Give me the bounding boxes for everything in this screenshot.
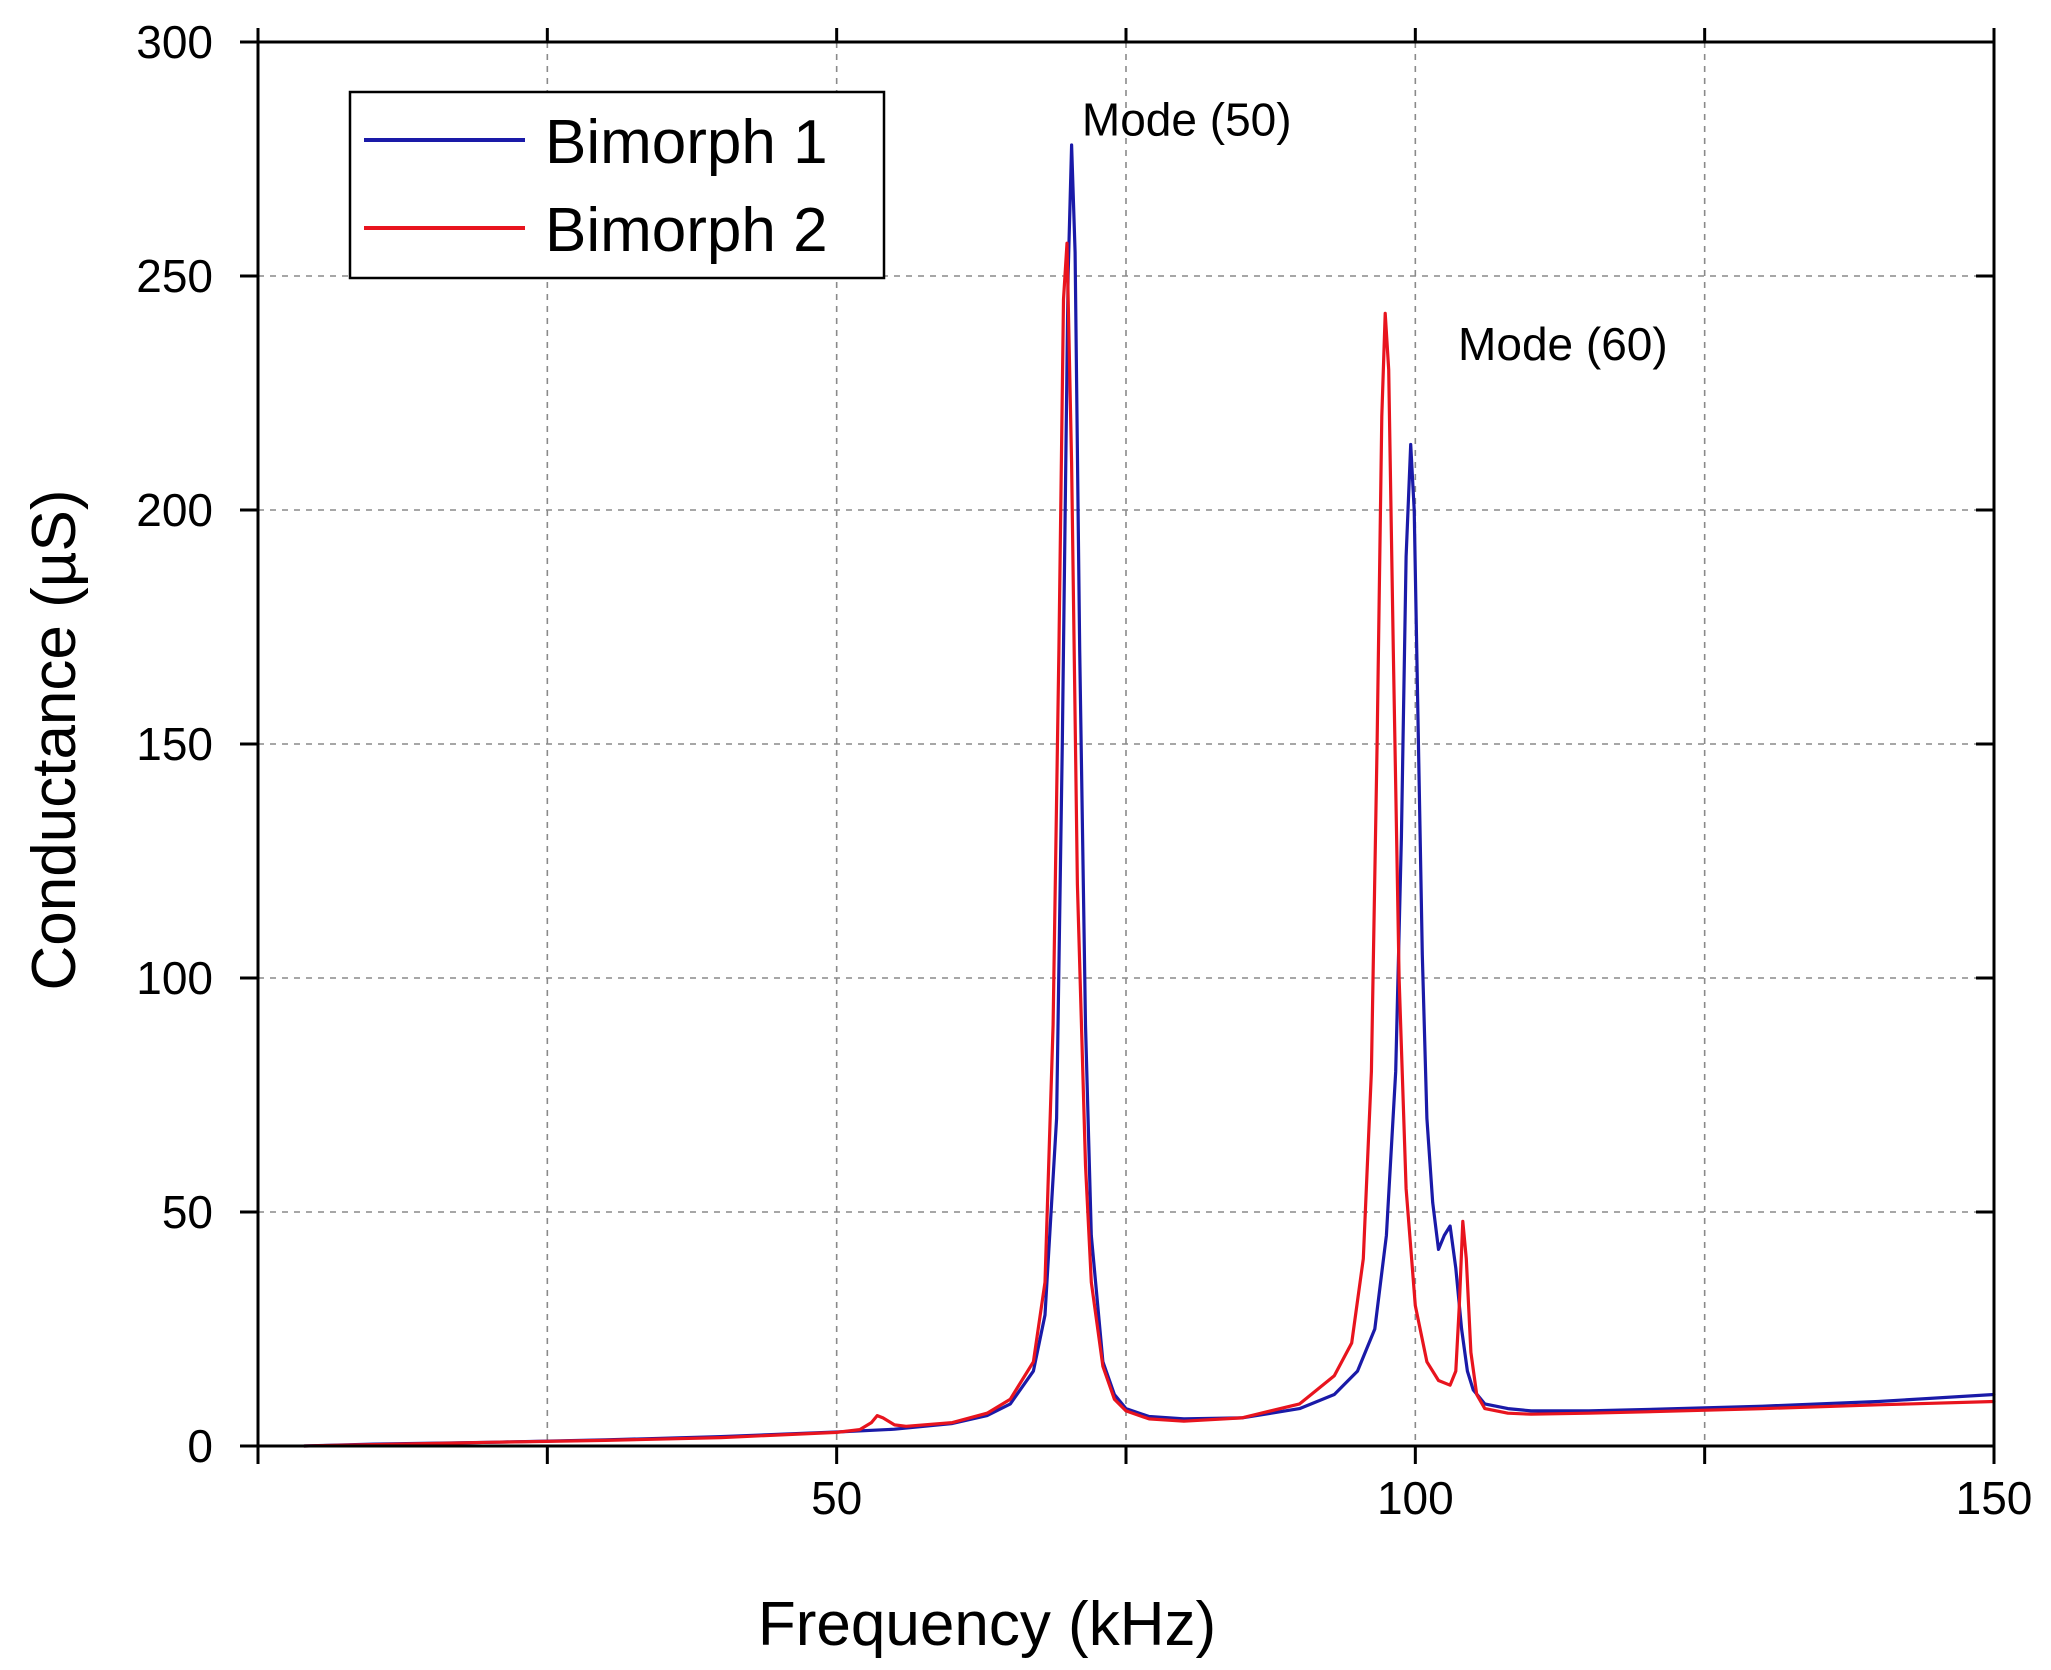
x-tick-label: 50 (811, 1472, 862, 1524)
mode-annotation: Mode (60) (1458, 318, 1668, 370)
tick-labels: 50 100 150 0 50 100 150 200 250 300 (136, 16, 2032, 1524)
y-tick-label: 300 (136, 16, 213, 68)
series-lines (302, 143, 1996, 1448)
y-tick-label: 50 (162, 1186, 213, 1238)
series-line-bimorph-2 (302, 241, 1996, 1448)
legend-box (348, 90, 886, 280)
x-axis-title: Frequency (kHz) (758, 1590, 1216, 1659)
y-tick-label: 150 (136, 718, 213, 770)
series-line-bimorph-1 (302, 143, 1996, 1448)
x-tick-label: 100 (1377, 1472, 1454, 1524)
y-tick-label: 200 (136, 484, 213, 536)
legend-label-bimorph-2: Bimorph 2 (545, 196, 828, 265)
axis-ticks (240, 28, 1996, 1464)
x-tick-label: 150 (1956, 1472, 2033, 1524)
y-axis-title: Conductance (µS) (20, 490, 89, 991)
legend-label-bimorph-1: Bimorph 1 (545, 108, 828, 177)
y-tick-label: 100 (136, 952, 213, 1004)
y-tick-label: 250 (136, 250, 213, 302)
annotations: Mode (50) Mode (60) (1082, 94, 1668, 371)
mode-annotation: Mode (50) (1082, 94, 1292, 146)
y-tick-label: 0 (187, 1420, 213, 1472)
legend: Bimorph 1 Bimorph 2 (348, 90, 886, 280)
